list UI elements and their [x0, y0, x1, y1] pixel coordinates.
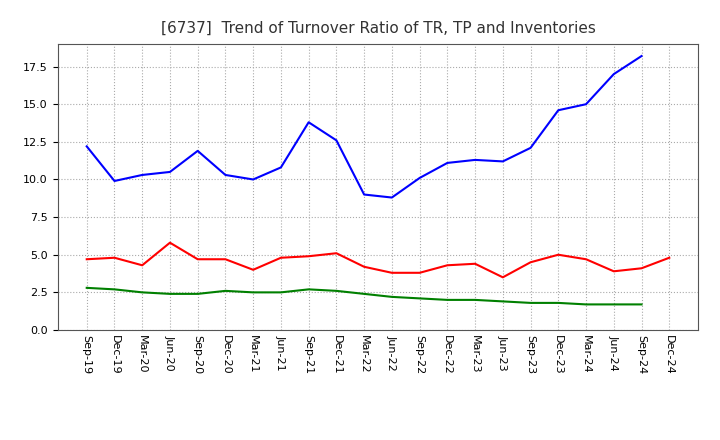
Trade Payables — [138, 172, 147, 178]
Inventories — [194, 291, 202, 297]
Trade Receivables — [332, 251, 341, 256]
Trade Receivables — [138, 263, 147, 268]
Inventories — [221, 288, 230, 293]
Title: [6737]  Trend of Turnover Ratio of TR, TP and Inventories: [6737] Trend of Turnover Ratio of TR, TP… — [161, 21, 595, 36]
Trade Receivables — [637, 266, 646, 271]
Trade Receivables — [82, 257, 91, 262]
Trade Payables — [305, 120, 313, 125]
Trade Receivables — [194, 257, 202, 262]
Trade Payables — [332, 138, 341, 143]
Inventories — [637, 302, 646, 307]
Trade Payables — [387, 195, 396, 200]
Inventories — [387, 294, 396, 300]
Inventories — [332, 288, 341, 293]
Line: Inventories: Inventories — [86, 288, 642, 304]
Trade Payables — [166, 169, 174, 175]
Inventories — [609, 302, 618, 307]
Inventories — [582, 302, 590, 307]
Inventories — [276, 290, 285, 295]
Inventories — [554, 300, 562, 305]
Line: Trade Receivables: Trade Receivables — [86, 243, 670, 277]
Trade Payables — [526, 145, 535, 150]
Inventories — [443, 297, 451, 303]
Trade Payables — [498, 159, 507, 164]
Trade Receivables — [360, 264, 369, 269]
Trade Receivables — [554, 252, 562, 257]
Trade Receivables — [665, 255, 674, 260]
Inventories — [82, 285, 91, 290]
Inventories — [110, 287, 119, 292]
Trade Receivables — [110, 255, 119, 260]
Trade Receivables — [221, 257, 230, 262]
Trade Payables — [360, 192, 369, 197]
Trade Receivables — [387, 270, 396, 275]
Inventories — [498, 299, 507, 304]
Inventories — [249, 290, 258, 295]
Line: Trade Payables: Trade Payables — [86, 56, 642, 198]
Inventories — [305, 287, 313, 292]
Trade Payables — [82, 144, 91, 149]
Trade Payables — [609, 71, 618, 77]
Trade Receivables — [305, 253, 313, 259]
Trade Receivables — [526, 260, 535, 265]
Trade Receivables — [498, 275, 507, 280]
Trade Receivables — [415, 270, 424, 275]
Inventories — [360, 291, 369, 297]
Inventories — [526, 300, 535, 305]
Inventories — [138, 290, 147, 295]
Trade Payables — [443, 160, 451, 165]
Trade Payables — [110, 178, 119, 183]
Trade Payables — [276, 165, 285, 170]
Trade Payables — [554, 108, 562, 113]
Trade Receivables — [276, 255, 285, 260]
Trade Payables — [637, 53, 646, 59]
Trade Payables — [415, 175, 424, 180]
Trade Payables — [194, 148, 202, 154]
Trade Receivables — [443, 263, 451, 268]
Inventories — [471, 297, 480, 303]
Trade Receivables — [471, 261, 480, 266]
Trade Receivables — [166, 240, 174, 246]
Trade Receivables — [582, 257, 590, 262]
Trade Payables — [221, 172, 230, 178]
Trade Payables — [582, 102, 590, 107]
Trade Payables — [471, 157, 480, 162]
Inventories — [415, 296, 424, 301]
Trade Payables — [249, 177, 258, 182]
Inventories — [166, 291, 174, 297]
Trade Receivables — [609, 269, 618, 274]
Trade Receivables — [249, 267, 258, 272]
